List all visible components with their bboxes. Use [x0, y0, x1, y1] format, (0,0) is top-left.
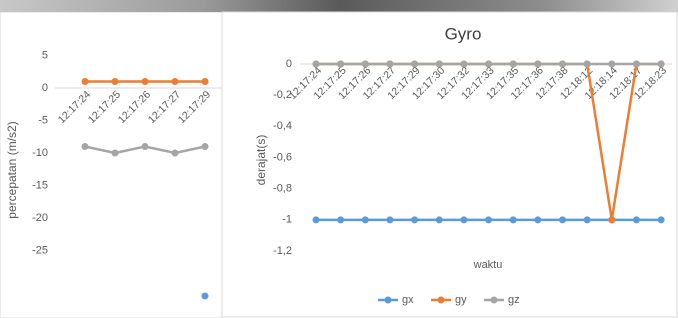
legend-label: gy — [455, 294, 467, 306]
y-tick-label: 5 — [42, 49, 48, 61]
data-point — [460, 60, 467, 67]
legend-label: gz — [508, 294, 520, 306]
data-point — [82, 143, 89, 150]
data-point — [658, 216, 665, 223]
y-tick-label: -20 — [32, 212, 48, 224]
data-point — [313, 60, 320, 67]
data-point — [608, 216, 615, 223]
data-point — [436, 216, 443, 223]
data-point — [534, 60, 541, 67]
gyro-chart: Gyrowaktuderajat(s)0-0,2-0,4-0,6-0,8-1-1… — [222, 12, 677, 317]
data-point — [172, 78, 179, 85]
data-point — [362, 60, 369, 67]
data-point — [386, 216, 393, 223]
data-point — [202, 143, 209, 150]
data-point — [510, 60, 517, 67]
y-tick-label: -1 — [282, 214, 292, 226]
y-tick-label: -0,6 — [273, 151, 292, 163]
legend-marker — [385, 297, 392, 304]
data-point — [633, 216, 640, 223]
data-point — [608, 60, 615, 67]
data-point — [82, 78, 89, 85]
y-tick-label: -5 — [38, 114, 48, 126]
data-point — [337, 60, 344, 67]
page: {"chart_data": [ {"type": "line", "y_lab… — [0, 0, 678, 318]
data-point — [142, 78, 149, 85]
data-point — [559, 216, 566, 223]
data-point — [633, 60, 640, 67]
legend-marker — [491, 297, 498, 304]
data-point — [362, 216, 369, 223]
data-point — [411, 216, 418, 223]
data-point — [202, 78, 209, 85]
chart-frame — [0, 12, 222, 318]
data-point — [584, 60, 591, 67]
y-axis-title: percepatan (m/s2) — [5, 121, 19, 218]
data-point — [559, 60, 566, 67]
data-point — [436, 60, 443, 67]
data-point — [172, 150, 179, 157]
y-tick-label: -25 — [32, 244, 48, 256]
y-tick-label: 0 — [286, 58, 292, 70]
y-axis-title: derajat(s) — [254, 135, 268, 186]
data-point — [386, 60, 393, 67]
chart-title: Gyro — [445, 24, 482, 43]
data-point — [142, 143, 149, 150]
data-point — [112, 78, 119, 85]
legend-marker — [438, 297, 445, 304]
data-point — [658, 60, 665, 67]
data-point — [485, 60, 492, 67]
background-chart: percepatan (m/s2)50-5-10-15-20-2512:17:2… — [0, 12, 222, 318]
data-point — [534, 216, 541, 223]
data-point — [202, 293, 209, 300]
data-point — [112, 150, 119, 157]
y-tick-label: 0 — [42, 82, 48, 94]
legend-label: gx — [402, 294, 414, 306]
data-point — [313, 216, 320, 223]
screenshot: percepatan (m/s2)50-5-10-15-20-2512:17:2… — [0, 0, 678, 318]
y-tick-label: -10 — [32, 147, 48, 159]
y-tick-label: -0,4 — [273, 120, 292, 132]
y-tick-label: -1,2 — [273, 245, 292, 257]
data-point — [337, 216, 344, 223]
x-axis-title: waktu — [473, 259, 503, 271]
data-point — [411, 60, 418, 67]
top-strip — [0, 0, 678, 12]
data-point — [485, 216, 492, 223]
data-point — [584, 216, 591, 223]
data-point — [460, 216, 467, 223]
data-point — [510, 216, 517, 223]
y-tick-label: -0,8 — [273, 183, 292, 195]
y-tick-label: -15 — [32, 179, 48, 191]
